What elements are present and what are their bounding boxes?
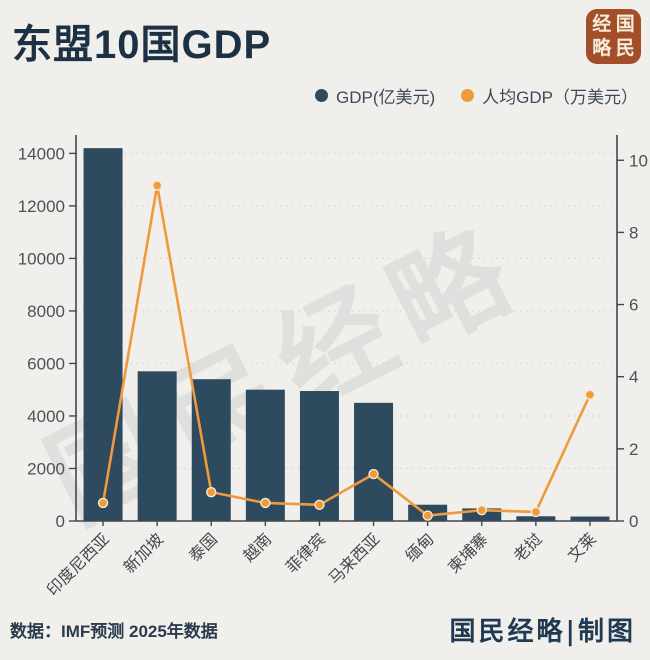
brand-seal-logo: 经 国 略 民 [586,9,641,64]
per-capita-line [101,184,592,517]
legend-item-gdp: GDP(亿美元) [314,83,436,108]
gdp-bar [570,516,610,521]
right-tick-label: 6 [629,296,638,315]
gdp-bar [83,148,123,521]
legend-dot-gdp [314,89,328,102]
per-capita-point [260,497,271,509]
seal-char: 经 [592,13,612,36]
right-tick-label: 8 [629,223,638,242]
per-capita-point [314,499,325,510]
per-capita-point [584,389,596,400]
seal-char: 国 [615,13,635,36]
left-tick-label: 14000 [18,144,65,163]
legend-dot-gdp-per-capita [461,89,475,102]
seal-char: 略 [592,36,612,59]
legend-label-gdp-per-capita: 人均GDP（万美元） [482,88,638,107]
credit-note: 国民经略|制图 [449,617,636,647]
x-category-label: 柬埔寨 [445,530,492,577]
gdp-bar [191,379,231,521]
left-tick-label: 8000 [27,302,65,321]
gdp-bar [137,371,177,521]
x-category-label: 文莱 [564,530,599,565]
x-category-label: 新加坡 [120,530,167,577]
right-tick-label: 2 [629,440,638,459]
data-source-note: 数据：IMF预测 2025年数据 [10,622,218,641]
x-category-label: 菲律宾 [283,530,330,577]
legend-label-gdp: GDP(亿美元) [335,88,436,107]
x-category-label: 缅甸 [402,530,437,565]
x-category-label: 老挝 [510,530,545,565]
per-capita-point [476,504,487,516]
per-capita-point [151,180,163,191]
chart-legend: GDP(亿美元) 人均GDP（万美元） [314,83,638,108]
left-tick-label: 10000 [18,249,65,268]
x-category-label: 越南 [240,530,275,565]
x-category-label: 马来西亚 [325,530,383,588]
right-tick-label: 10 [629,151,648,170]
left-tick-label: 0 [56,512,65,531]
right-tick-label: 4 [629,368,638,387]
legend-item-gdp-per-capita: 人均GDP（万美元） [461,83,638,108]
page-title: 东盟10国GDP [12,23,272,67]
per-capita-point [206,486,217,498]
per-capita-point [530,506,542,518]
left-tick-label: 6000 [27,354,65,373]
gdp-bar [299,391,339,521]
x-category-label: 泰国 [186,530,221,565]
gdp-bar [516,516,556,521]
left-tick-label: 2000 [27,459,65,478]
seal-char: 民 [615,36,635,59]
per-capita-point [422,510,433,521]
right-tick-label: 0 [629,512,638,531]
per-capita-point [368,468,379,480]
gdp-bar [354,402,394,521]
per-capita-point [97,497,109,509]
x-category-label: 印度尼西亚 [44,530,113,599]
left-tick-label: 12000 [18,197,65,216]
left-tick-label: 4000 [27,407,65,426]
gdp-bar-line-chart: 0 2000 4000 6000 8000 10000 12000 14000 0 2 4 6 8 10 印… [18,135,648,599]
